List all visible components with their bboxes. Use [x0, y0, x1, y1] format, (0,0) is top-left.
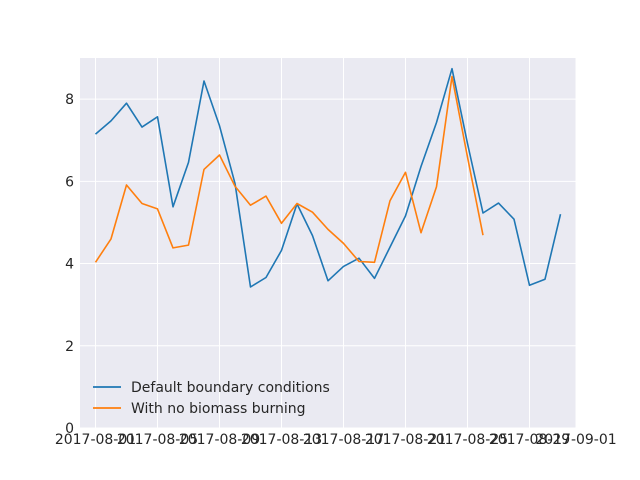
x-tick-label: 2017-08-25	[427, 432, 508, 448]
data-point	[203, 169, 205, 171]
data-point	[420, 166, 422, 168]
data-point	[265, 195, 267, 197]
x-tick-label: 2017-08-29	[489, 432, 570, 448]
data-point	[126, 102, 128, 104]
data-point	[281, 222, 283, 224]
data-point	[281, 250, 283, 252]
data-point	[343, 266, 345, 268]
data-point	[172, 247, 174, 249]
data-point	[126, 184, 128, 186]
data-point	[327, 229, 329, 231]
data-point	[110, 120, 112, 122]
data-point	[157, 116, 159, 118]
x-tick-label: 2017-08-09	[179, 432, 260, 448]
data-point	[358, 261, 360, 263]
data-point	[110, 238, 112, 240]
series-lines	[94, 67, 562, 288]
data-point	[234, 185, 236, 187]
data-point	[389, 200, 391, 202]
data-point	[219, 154, 221, 156]
data-point	[389, 246, 391, 248]
x-tick-label: 2017-08-05	[117, 432, 198, 448]
data-point	[327, 280, 329, 282]
data-point	[451, 76, 453, 78]
plot-background	[80, 58, 576, 428]
data-point	[405, 171, 407, 173]
y-tick-label: 2	[65, 339, 74, 355]
data-point	[436, 122, 438, 124]
data-point	[529, 285, 531, 287]
data-point	[467, 143, 469, 145]
x-tick-label: 2017-08-17	[303, 432, 384, 448]
y-axis-ticks: 0 2 4 6 8	[65, 92, 74, 437]
data-point	[513, 218, 515, 220]
y-tick-label: 0	[65, 421, 74, 437]
data-point	[420, 232, 422, 234]
x-tick-label: 2017-08-13	[241, 432, 322, 448]
data-point	[482, 212, 484, 214]
data-point	[451, 68, 453, 70]
data-point	[219, 125, 221, 127]
x-axis-ticks: 2017-08-012017-08-052017-08-092017-08-13…	[55, 432, 617, 448]
series-line-2	[94, 75, 484, 264]
data-point	[358, 257, 360, 259]
data-point	[482, 234, 484, 236]
data-point	[560, 213, 562, 215]
data-point	[343, 243, 345, 245]
data-point	[374, 278, 376, 280]
data-point	[188, 162, 190, 164]
y-tick-label: 4	[65, 257, 74, 273]
legend-label: With no biomass burning	[131, 401, 306, 417]
data-point	[296, 203, 298, 205]
data-point	[188, 244, 190, 246]
data-point	[95, 262, 97, 264]
data-point	[312, 235, 314, 237]
x-tick-label: 2017-09-01	[535, 432, 616, 448]
legend-label: Default boundary conditions	[131, 380, 330, 396]
series-line-1	[94, 67, 562, 288]
data-point	[141, 126, 143, 128]
data-point	[265, 277, 267, 279]
data-point	[312, 211, 314, 213]
legend: Default boundary conditions With no bioma…	[93, 380, 330, 417]
data-point	[157, 208, 159, 210]
data-point	[203, 80, 205, 82]
data-point	[436, 186, 438, 188]
data-point	[405, 215, 407, 217]
y-tick-label: 6	[65, 174, 74, 190]
x-tick-label: 2017-08-21	[365, 432, 446, 448]
data-point	[141, 203, 143, 205]
data-point	[544, 278, 546, 280]
data-point	[250, 204, 252, 206]
data-point	[374, 262, 376, 264]
y-tick-label: 8	[65, 92, 74, 108]
data-point	[250, 286, 252, 288]
x-tick-label: 2017-08-01	[55, 432, 136, 448]
data-point	[467, 156, 469, 158]
data-point	[498, 202, 500, 204]
data-point	[95, 133, 97, 135]
data-point	[172, 206, 174, 208]
